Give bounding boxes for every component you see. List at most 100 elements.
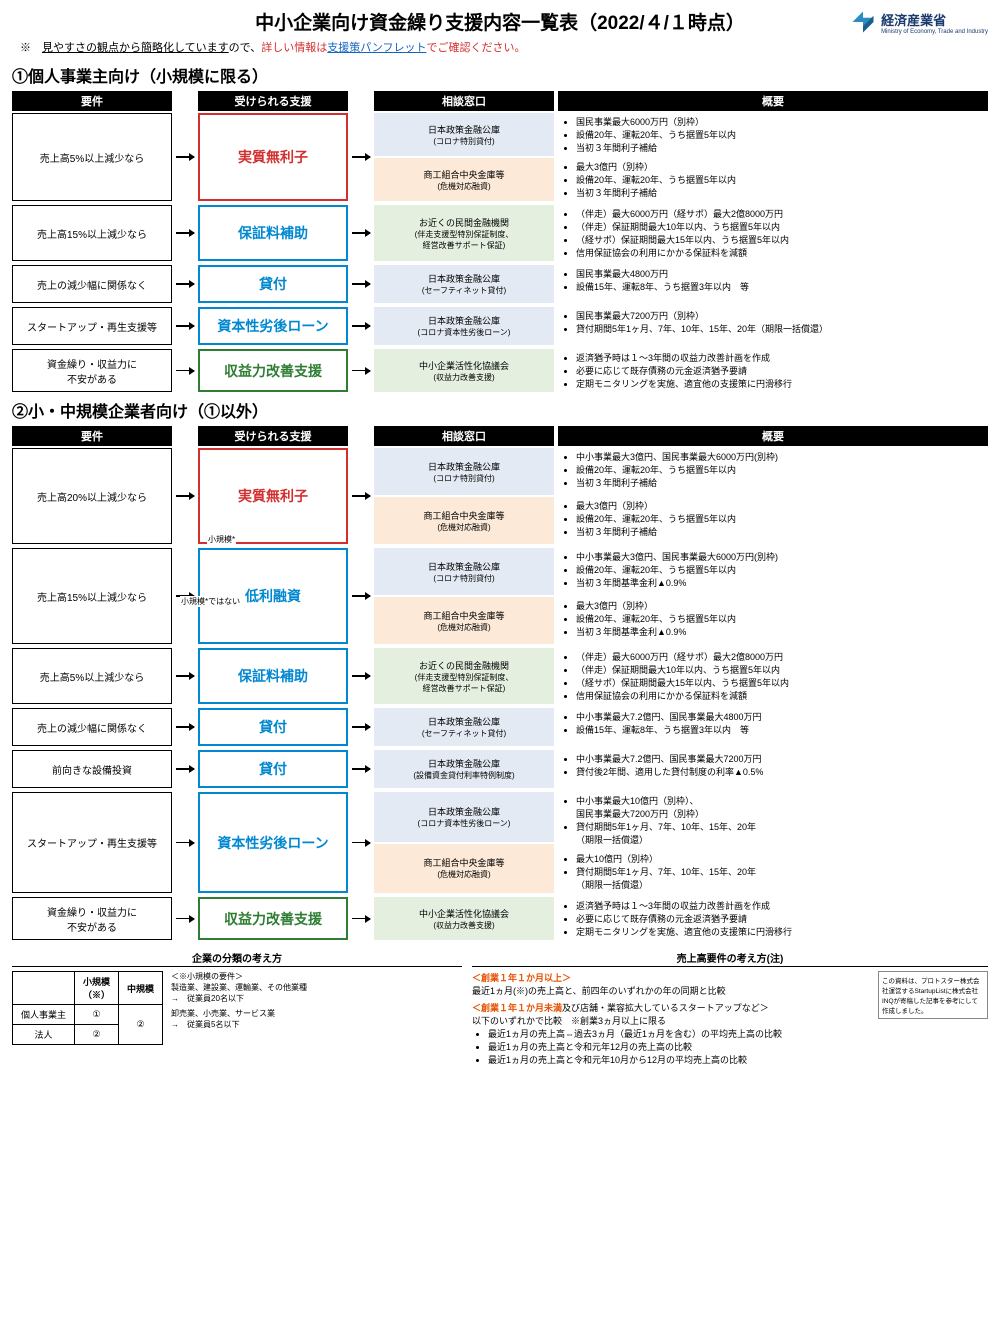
summary-box: 中小事業最大3億円、国民事業最大6000万円(別枠)設備20年、運転20年、うち… — [558, 448, 988, 495]
contact-name: 日本政策金融公庫 — [376, 460, 552, 473]
summary-item: （伴走）保証期間最大10年以内、うち据置5年以内 — [576, 663, 984, 676]
contact-col: 日本政策金融公庫(コロナ特別貸付)商工組合中央金庫等(危機対応融資) — [374, 548, 554, 644]
contact-col: 日本政策金融公庫(コロナ特別貸付)商工組合中央金庫等(危機対応融資) — [374, 448, 554, 544]
cell-2-merged: ② — [119, 1005, 163, 1045]
summary-box: 最大3億円（別枠）設備20年、運転20年、うち据置5年以内当初３年間基準金利▲0… — [558, 597, 988, 644]
cell-1: ① — [75, 1005, 119, 1025]
contact-name: 商工組合中央金庫等 — [376, 509, 552, 522]
contact-sub: (コロナ資本性劣後ローン) — [376, 327, 552, 338]
summary-item: 設備15年、運転8年、うち据置3年以内 等 — [576, 723, 984, 736]
subtitle: ※ 見やすさの観点から簡略化していますので、詳しい情報は支援策パンフレットでご確… — [12, 39, 988, 55]
contact-name: 商工組合中央金庫等 — [376, 168, 552, 181]
summary-box: 最大3億円（別枠）設備20年、運転20年、うち据置5年以内当初３年間利子補給 — [558, 497, 988, 544]
col-contact-2: 相談窓口 — [374, 426, 554, 446]
connector — [352, 307, 370, 345]
summary-item: 返済猶予時は１～3年間の収益力改善計画を作成 — [576, 351, 984, 364]
row-kojin: 個人事業主 — [13, 1005, 75, 1025]
summary-col: 中小事業最大3億円、国民事業最大6000万円(別枠)設備20年、運転20年、うち… — [558, 548, 988, 644]
rb2-item: 最近1ヵ月の売上高⇔過去3ヵ月（最近1ヵ月を含む）の平均売上高の比較 — [488, 1027, 988, 1040]
contact-sub: (コロナ資本性劣後ローン) — [376, 818, 552, 829]
connector — [352, 349, 370, 392]
connector — [352, 750, 370, 788]
contact-col: 日本政策金融公庫(設備資金貸付利率特例制度) — [374, 750, 554, 788]
summary-col: 中小事業最大3億円、国民事業最大6000万円(別枠) 設備20年、運転20年、うち… — [558, 448, 988, 544]
th-small: 小規模 （※） — [75, 972, 119, 1005]
summary-box: 中小事業最大10億円（別枠）、 国民事業最大7200万円（別枠）貸付期間5年1ヶ… — [558, 792, 988, 848]
summary-item: 定期モニタリングを実施、適宜他の支援策に円滑移行 — [576, 925, 984, 938]
summary-item: 当初３年間利子補給 — [576, 476, 984, 489]
logo-sub: Ministry of Economy, Trade and Industry — [881, 29, 988, 35]
support-box: 資本性劣後ローン — [198, 307, 348, 345]
summary-item: 設備20年、運転20年、うち据置5年以内 — [576, 512, 984, 525]
connector — [352, 205, 370, 261]
subtitle-red2: でご確認ください。 — [426, 42, 525, 54]
summary-item: （経サポ）保証期間最大15年以内、うち据置5年以内 — [576, 233, 984, 246]
flow-row: 資金繰り・収益力に 不安がある収益力改善支援中小企業活性化協議会(収益力改善支援… — [12, 897, 988, 940]
col-support-2: 受けられる支援 — [198, 426, 348, 446]
requirement-box: スタートアップ・再生支援等 — [12, 307, 172, 345]
connector — [352, 265, 370, 303]
contact-col: お近くの民間金融機関(伴走支援型特別保証制度、 経営改善サポート保証) — [374, 648, 554, 704]
contact-box: お近くの民間金融機関(伴走支援型特別保証制度、 経営改善サポート保証) — [374, 205, 554, 261]
header: 中小企業向け資金繰り支援内容一覧表（2022/４/１時点） 経済産業省 Mini… — [12, 8, 988, 35]
col-req: 要件 — [12, 91, 172, 111]
contact-sub: (設備資金貸付利率特例制度) — [376, 770, 552, 781]
contact-box: 日本政策金融公庫(コロナ資本性劣後ローン) — [374, 307, 554, 345]
flow-row: 売上高15%以上減少なら低利融資日本政策金融公庫(コロナ特別貸付)商工組合中央金… — [12, 548, 988, 644]
summary-item: 必要に応じて既存債務の元金返済猶予要請 — [576, 364, 984, 377]
footer-right: 売上高要件の考え方(注) この資料は、プロトスター株式会社運営するStartup… — [472, 950, 988, 1066]
requirement-box: 資金繰り・収益力に 不安がある — [12, 897, 172, 940]
summary-col: （伴走）最大6000万円（経サポ）最大2億8000万円（伴走）保証期間最大10年… — [558, 648, 988, 704]
contact-sub: (伴走支援型特別保証制度、 経営改善サポート保証) — [376, 229, 552, 251]
contact-sub: (危機対応融資) — [376, 622, 552, 633]
summary-item: 中小事業最大3億円、国民事業最大6000万円(別枠) — [576, 450, 984, 463]
label-not-small: 小規模*ではない — [180, 596, 241, 607]
connector — [352, 708, 370, 746]
meti-logo-icon — [849, 8, 877, 36]
requirement-box: 売上高15%以上減少なら — [12, 548, 172, 644]
summary-col: 中小事業最大7.2億円、国民事業最大7200万円貸付後2年間、適用した貸付制度の… — [558, 750, 988, 788]
contact-sub: (セーフティネット貸付) — [376, 728, 552, 739]
support-box: 保証料補助 — [198, 648, 348, 704]
summary-item: 貸付期間5年1ヶ月、7年、10年、15年、20年（期限一括償還） — [576, 322, 984, 335]
requirement-box: 売上の減少幅に関係なく — [12, 708, 172, 746]
summary-box: 中小事業最大3億円、国民事業最大6000万円(別枠)設備20年、運転20年、うち… — [558, 548, 988, 595]
contact-sub: (危機対応融資) — [376, 181, 552, 192]
connector — [176, 349, 194, 392]
contact-box: 日本政策金融公庫(コロナ特別貸付) — [374, 113, 554, 156]
footer: 企業の分類の考え方 小規模 （※）中規模 個人事業主①② 法人② ＜※小規模の要… — [12, 950, 988, 1066]
summary-item: 国民事業最大7200万円（別枠） — [576, 309, 984, 322]
rb2-item: 最近1ヵ月の売上高と令和元年10月から12月の平均売上高の比較 — [488, 1053, 988, 1066]
summary-col: （伴走）最大6000万円（経サポ）最大2億8000万円（伴走）保証期間最大10年… — [558, 205, 988, 261]
contact-name: お近くの民間金融機関 — [376, 216, 552, 229]
flow-row: 売上高15%以上減少なら保証料補助お近くの民間金融機関(伴走支援型特別保証制度、… — [12, 205, 988, 261]
summary-item: 設備20年、運転20年、うち据置5年以内 — [576, 612, 984, 625]
connector — [176, 708, 194, 746]
contact-name: 中小企業活性化協議会 — [376, 907, 552, 920]
contact-name: 商工組合中央金庫等 — [376, 609, 552, 622]
pamphlet-link[interactable]: 支援策パンフレット — [327, 42, 426, 54]
connector — [176, 792, 194, 893]
rb2-title: ＜創業１年１か月未満 — [472, 1003, 562, 1013]
section2-title: ②小・中規模企業者向け（①以外） — [12, 398, 988, 422]
connector — [176, 205, 194, 261]
connector — [352, 792, 370, 893]
contact-box: 中小企業活性化協議会(収益力改善支援) — [374, 349, 554, 392]
contact-col: 中小企業活性化協議会(収益力改善支援) — [374, 897, 554, 940]
summary-box: 国民事業最大4800万円設備15年、運転8年、うち据置3年以内 等 — [558, 265, 988, 303]
flow-row: 売上高5%以上減少なら実質無利子日本政策金融公庫(コロナ特別貸付)商工組合中央金… — [12, 113, 988, 201]
flow-row: 資金繰り・収益力に 不安がある収益力改善支援中小企業活性化協議会(収益力改善支援… — [12, 349, 988, 392]
summary-item: 設備20年、運転20年、うち据置5年以内 — [576, 128, 984, 141]
col-summary-2: 概要 — [558, 426, 988, 446]
support-box: 実質無利子 — [198, 448, 348, 544]
flow-row: スタートアップ・再生支援等資本性劣後ローン日本政策金融公庫(コロナ資本性劣後ロー… — [12, 792, 988, 893]
summary-item: 中小事業最大7.2億円、国民事業最大4800万円 — [576, 710, 984, 723]
requirement-box: 前向きな設備投資 — [12, 750, 172, 788]
summary-item: 当初３年間利子補給 — [576, 186, 984, 199]
rb2-item: 最近1ヵ月の売上高と令和元年12月の売上高の比較 — [488, 1040, 988, 1053]
contact-box: 商工組合中央金庫等(危機対応融資) — [374, 844, 554, 894]
connector — [176, 448, 194, 544]
small-req-note: ＜※小規模の要件＞ 製造業、建設業、運輸業、その他業種 → 従業員20名以下 卸… — [171, 971, 307, 1030]
summary-item: 国民事業最大6000万円（別枠） — [576, 115, 984, 128]
contact-box: 日本政策金融公庫(セーフティネット貸付) — [374, 265, 554, 303]
